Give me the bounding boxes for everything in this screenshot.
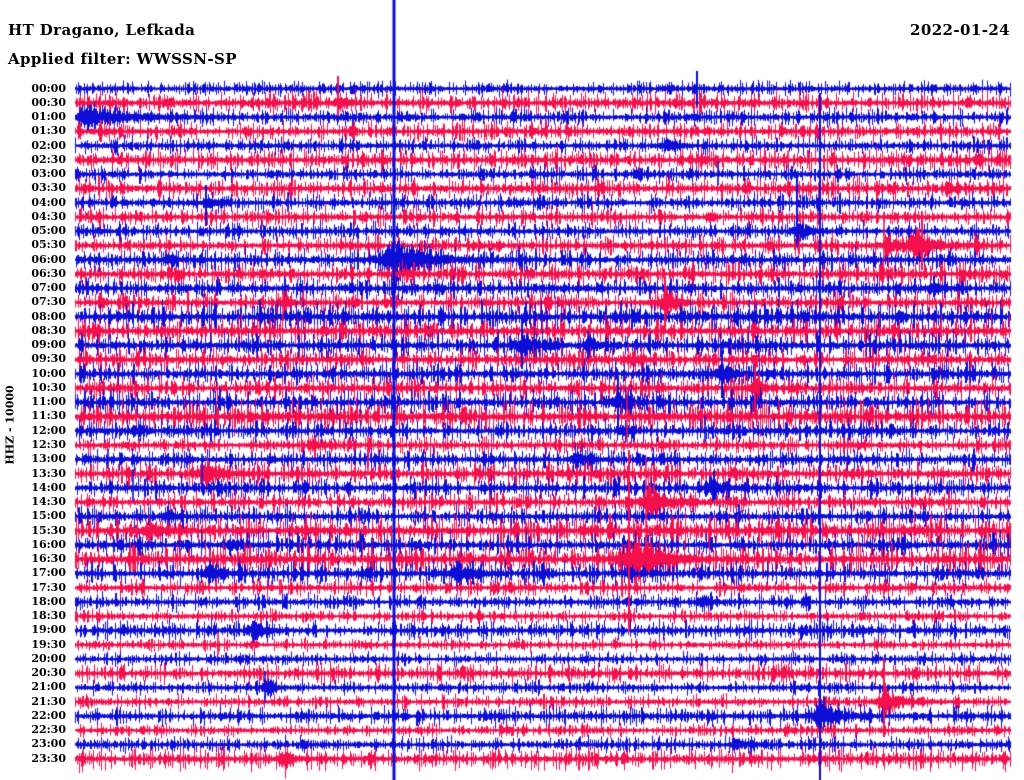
time-label: 07:30 — [31, 295, 66, 309]
time-label: 01:00 — [31, 110, 66, 124]
time-label: 03:00 — [31, 167, 66, 181]
time-label: 21:30 — [31, 694, 66, 708]
date-label: 2022-01-24 — [910, 21, 1010, 39]
time-label: 11:00 — [31, 395, 66, 409]
time-label: 03:30 — [31, 181, 66, 195]
time-label: 13:00 — [31, 452, 66, 466]
time-label: 10:00 — [31, 366, 66, 380]
time-label: 06:00 — [31, 252, 66, 266]
time-label: 02:00 — [31, 138, 66, 152]
time-label: 00:00 — [31, 81, 66, 95]
time-label: 00:30 — [31, 95, 66, 109]
time-label: 08:00 — [31, 309, 66, 323]
time-label: 12:00 — [31, 423, 66, 437]
time-label: 14:30 — [31, 495, 66, 509]
time-label: 20:00 — [31, 651, 66, 665]
time-label: 16:00 — [31, 537, 66, 551]
time-label: 11:30 — [31, 409, 66, 423]
time-label: 15:00 — [31, 509, 66, 523]
time-label: 22:00 — [31, 708, 66, 722]
time-label: 22:30 — [31, 723, 66, 737]
time-label: 18:00 — [31, 594, 66, 608]
time-label: 04:30 — [31, 209, 66, 223]
time-label: 09:00 — [31, 338, 66, 352]
time-label: 09:30 — [31, 352, 66, 366]
time-label: 20:30 — [31, 666, 66, 680]
time-label: 21:00 — [31, 680, 66, 694]
time-label: 07:00 — [31, 281, 66, 295]
time-label: 19:00 — [31, 623, 66, 637]
time-label: 16:30 — [31, 552, 66, 566]
time-label: 23:00 — [31, 737, 66, 751]
station-title: HT Dragano, Lefkada — [8, 21, 196, 39]
time-label: 01:30 — [31, 124, 66, 138]
time-label: 17:30 — [31, 580, 66, 594]
time-label: 13:30 — [31, 466, 66, 480]
time-label: 15:30 — [31, 523, 66, 537]
applied-filter-label: Applied filter: WWSSN-SP — [8, 50, 237, 68]
time-label: 12:30 — [31, 438, 66, 451]
time-label: 19:30 — [31, 637, 66, 651]
time-label: 08:30 — [31, 323, 66, 337]
time-label: 05:00 — [31, 224, 66, 238]
time-label: 18:30 — [31, 609, 66, 623]
time-label: 17:00 — [31, 566, 66, 580]
time-label: 05:30 — [31, 238, 66, 252]
time-label: 14:00 — [31, 480, 66, 494]
time-label: 06:30 — [31, 266, 66, 280]
time-label: 10:30 — [31, 380, 66, 394]
time-label: 23:30 — [31, 751, 66, 765]
time-label: 04:00 — [31, 195, 66, 209]
time-label: 02:30 — [31, 152, 66, 166]
